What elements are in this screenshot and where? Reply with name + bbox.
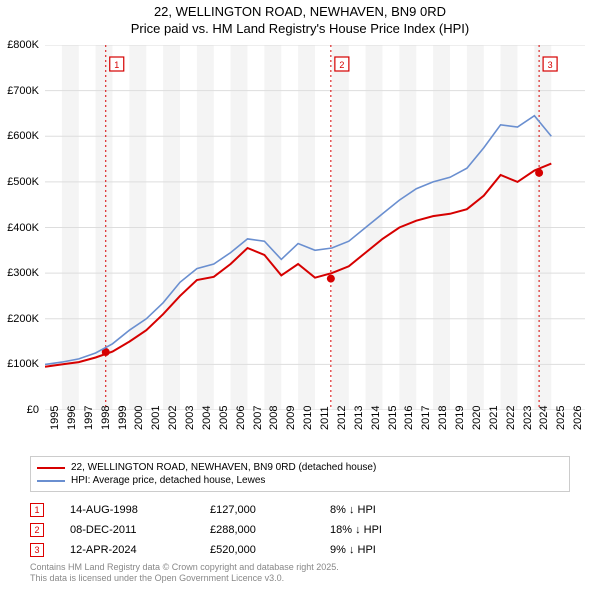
sale-pct: 9% ↓ HPI — [330, 544, 470, 556]
sale-marker-icon: 1 — [30, 503, 44, 517]
svg-text:1: 1 — [114, 60, 119, 70]
sales-row: 1 14-AUG-1998£127,0008% ↓ HPI — [30, 500, 570, 520]
y-tick-label: £100K — [7, 358, 39, 370]
sales-table: 1 14-AUG-1998£127,0008% ↓ HPI 2 08-DEC-2011… — [30, 500, 570, 560]
x-axis: 1995199619971998199920002001200220032004… — [45, 412, 585, 462]
x-tick-label: 1995 — [49, 406, 61, 430]
legend-item-property: 22, WELLINGTON ROAD, NEWHAVEN, BN9 0RD (… — [37, 461, 563, 474]
x-tick-label: 2007 — [252, 406, 264, 430]
x-tick-label: 2022 — [505, 406, 517, 430]
x-tick-label: 2026 — [572, 406, 584, 430]
x-tick-label: 2000 — [133, 406, 145, 430]
x-tick-label: 2020 — [471, 406, 483, 430]
x-tick-label: 2011 — [319, 406, 331, 430]
legend: 22, WELLINGTON ROAD, NEWHAVEN, BN9 0RD (… — [30, 456, 570, 492]
chart-container: 22, WELLINGTON ROAD, NEWHAVEN, BN9 0RD P… — [0, 0, 600, 590]
sale-marker-icon: 2 — [30, 523, 44, 537]
y-tick-label: £0 — [27, 404, 39, 416]
y-tick-label: £300K — [7, 267, 39, 279]
x-tick-label: 2023 — [522, 406, 534, 430]
x-tick-label: 2018 — [437, 406, 449, 430]
x-tick-label: 2003 — [184, 406, 196, 430]
y-tick-label: £800K — [7, 39, 39, 51]
sales-row: 2 08-DEC-2011£288,00018% ↓ HPI — [30, 520, 570, 540]
x-tick-label: 2021 — [488, 406, 500, 430]
x-tick-label: 2004 — [201, 406, 213, 430]
sale-pct: 8% ↓ HPI — [330, 504, 470, 516]
legend-item-hpi: HPI: Average price, detached house, Lewe… — [37, 474, 563, 487]
footer-line2: This data is licensed under the Open Gov… — [30, 573, 284, 583]
x-tick-label: 2001 — [150, 406, 162, 430]
sale-marker-icon: 3 — [30, 543, 44, 557]
x-tick-label: 2013 — [353, 406, 365, 430]
x-tick-label: 1996 — [66, 406, 78, 430]
sale-price: £520,000 — [210, 544, 330, 556]
chart-svg: 1 2 3 — [45, 45, 585, 410]
x-tick-label: 2015 — [387, 406, 399, 430]
x-tick-label: 2012 — [336, 406, 348, 430]
x-tick-label: 2006 — [235, 406, 247, 430]
x-tick-label: 2024 — [538, 406, 550, 430]
y-tick-label: £700K — [7, 85, 39, 97]
chart-title: 22, WELLINGTON ROAD, NEWHAVEN, BN9 0RD P… — [0, 0, 600, 38]
x-tick-label: 2010 — [302, 406, 314, 430]
x-tick-label: 2008 — [268, 406, 280, 430]
sale-date: 14-AUG-1998 — [70, 504, 210, 516]
legend-label-hpi: HPI: Average price, detached house, Lewe… — [71, 475, 265, 486]
y-tick-label: £600K — [7, 130, 39, 142]
x-tick-label: 1999 — [117, 406, 129, 430]
footer: Contains HM Land Registry data © Crown c… — [30, 562, 570, 584]
footer-line1: Contains HM Land Registry data © Crown c… — [30, 562, 339, 572]
x-tick-label: 2019 — [454, 406, 466, 430]
x-tick-label: 2002 — [167, 406, 179, 430]
x-tick-label: 2025 — [555, 406, 567, 430]
legend-swatch-hpi — [37, 480, 65, 482]
x-tick-label: 2016 — [403, 406, 415, 430]
legend-swatch-property — [37, 467, 65, 469]
y-axis: £0£100K£200K£300K£400K£500K£600K£700K£80… — [0, 45, 45, 410]
x-tick-label: 2014 — [370, 406, 382, 430]
svg-text:2: 2 — [339, 60, 344, 70]
sale-price: £288,000 — [210, 524, 330, 536]
svg-text:3: 3 — [548, 60, 553, 70]
x-tick-label: 2017 — [420, 406, 432, 430]
sales-row: 3 12-APR-2024£520,0009% ↓ HPI — [30, 540, 570, 560]
sale-date: 08-DEC-2011 — [70, 524, 210, 536]
x-tick-label: 2005 — [218, 406, 230, 430]
y-tick-label: £400K — [7, 222, 39, 234]
x-tick-label: 1998 — [100, 406, 112, 430]
x-tick-label: 2009 — [285, 406, 297, 430]
sale-price: £127,000 — [210, 504, 330, 516]
x-tick-label: 1997 — [83, 406, 95, 430]
title-line2: Price paid vs. HM Land Registry's House … — [131, 21, 469, 36]
legend-label-property: 22, WELLINGTON ROAD, NEWHAVEN, BN9 0RD (… — [71, 462, 376, 473]
title-line1: 22, WELLINGTON ROAD, NEWHAVEN, BN9 0RD — [154, 4, 446, 19]
sale-date: 12-APR-2024 — [70, 544, 210, 556]
y-tick-label: £500K — [7, 176, 39, 188]
sale-pct: 18% ↓ HPI — [330, 524, 470, 536]
chart-plot-area: 1 2 3 — [45, 45, 585, 410]
y-tick-label: £200K — [7, 313, 39, 325]
